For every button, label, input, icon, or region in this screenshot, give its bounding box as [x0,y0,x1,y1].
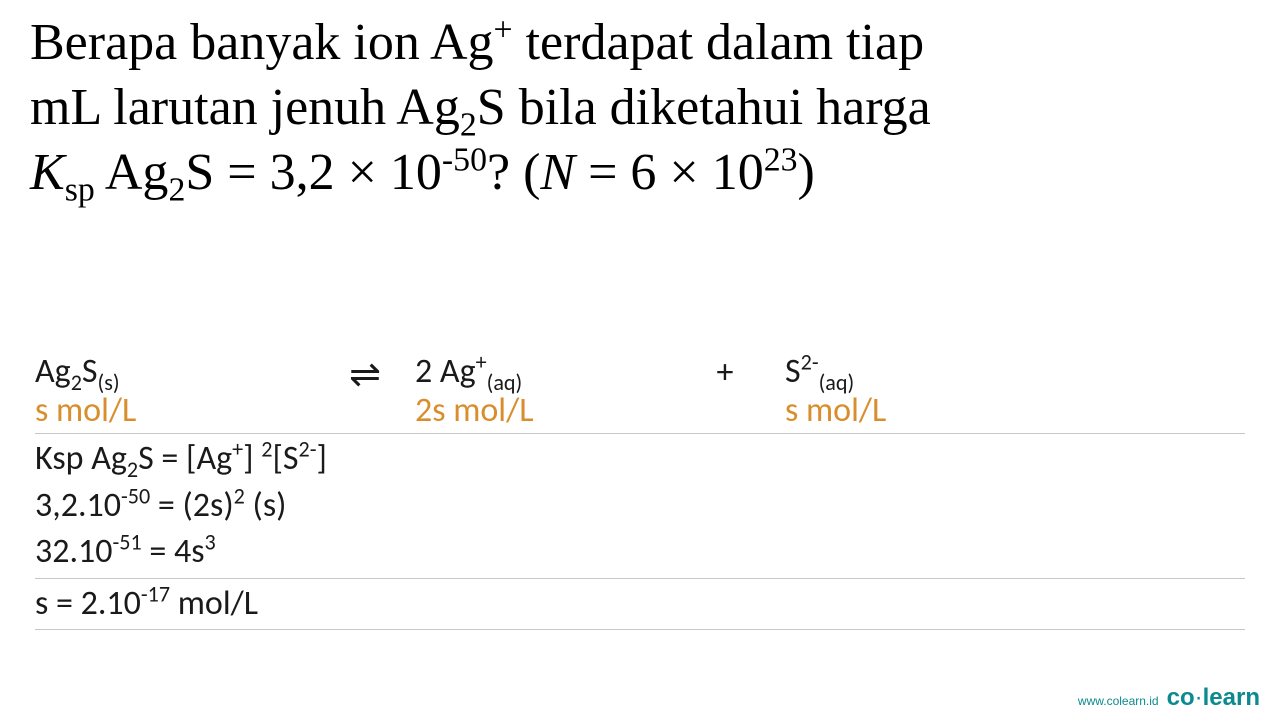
logo-learn: learn [1203,684,1260,711]
q3-n: N [540,144,575,201]
question-block: Berapa banyak ion Ag+ terdapat dalam tia… [0,0,1280,205]
ksp1-sup1: + [232,436,243,463]
ksp-line-1: Ksp Ag2S = [Ag+] 2[S2-] [35,436,327,483]
reactant-ag: Ag [35,351,71,392]
prod1-sup: + [476,349,487,376]
result-row: s = 2.10-17 mol/L [35,579,1245,631]
ksp1-end: ] [317,438,327,479]
q2-post: S bila diketahui harga [477,79,931,136]
q2-pre: mL larutan jenuh Ag [30,79,460,136]
ksp2-sup: -50 [121,482,150,509]
product2-block: S2-(aq) s mol/L [785,352,1035,430]
prod2-sup: 2- [801,349,819,376]
q3-k: K [30,144,65,201]
question-line-1: Berapa banyak ion Ag+ terdapat dalam tia… [30,10,1250,75]
q1-pre: Berapa banyak ion Ag [30,14,494,71]
q1-post: terdapat dalam tiap [513,14,924,71]
prod1-coef: 2 Ag [415,351,476,392]
arrow-glyph: ⇌ [349,354,381,396]
q3-qn: ? ( [487,144,540,201]
ksp2-mid: = (2s) [150,485,233,526]
q3-exp1: -50 [442,142,487,179]
question-line-3: Ksp Ag2S = 3,2 × 10-50? (N = 6 × 1023) [30,140,1250,205]
ksp-line-4: s = 2.10-17 mol/L [35,581,258,628]
equilibrium-arrow: ⇌ [315,352,415,398]
ksp2-pre: 3,2.10 [35,485,121,526]
ksp1-pre: Ksp Ag [35,438,127,479]
plus-sign: + [665,352,785,393]
ksp-line-3: 32.10-51 = 4s3 [35,529,327,576]
reactant-block: Ag2S(s) s mol/L [35,352,315,430]
product1-formula: 2 Ag+(aq) [415,352,665,391]
reactant-conc: s mol/L [35,391,315,430]
work-area: Ag2S(s) s mol/L ⇌ 2 Ag+(aq) 2s mol/L + S… [35,350,1245,630]
prod2-s: S [785,351,801,392]
q3-ag: Ag [95,144,169,201]
reactant-s: S [82,351,98,392]
logo-co: co [1167,684,1195,711]
ksp3-sup2: 3 [205,529,216,556]
equilibrium-row: Ag2S(s) s mol/L ⇌ 2 Ag+(aq) 2s mol/L + S… [35,350,1245,434]
q3-close: ) [798,144,815,201]
ksp-block-row: Ksp Ag2S = [Ag+] 2[S2-] 3,2.10-50 = (2s)… [35,434,1245,579]
ksp1-br: ] [243,438,261,479]
logo-dot: · [1195,684,1203,711]
product1-block: 2 Ag+(aq) 2s mol/L [415,352,665,430]
ksp2-end: (s) [245,485,287,526]
ksp1-sup2: 2 [261,436,272,463]
footer-url: www.colearn.id [1078,694,1159,708]
ksp1-sup3: 2- [299,436,317,463]
product2-conc: s mol/L [785,391,1035,430]
ksp1-s: [S [272,438,298,479]
q1-sup: + [494,12,513,49]
ksp-line-2: 3,2.10-50 = (2s)2 (s) [35,483,327,530]
ksp3-sup: -51 [113,529,142,556]
ksp4-pre: s = 2.10 [35,583,141,624]
ksp4-sup: -17 [141,580,170,607]
ksp1-sub: 2 [127,456,138,483]
q3-seq: S = 3,2 × 10 [185,144,442,201]
ksp3-mid: = 4s [142,531,205,572]
question-line-2: mL larutan jenuh Ag2S bila diketahui har… [30,75,1250,140]
footer: www.colearn.id co·learn [1078,684,1260,712]
footer-logo: co·learn [1167,684,1260,712]
product2-formula: S2-(aq) [785,352,1035,391]
q3-ag-sub: 2 [168,171,185,208]
product1-conc: 2s mol/L [415,391,665,430]
ksp4-end: mol/L [170,583,258,624]
q3-exp2: 23 [764,142,798,179]
q2-sub: 2 [460,106,477,143]
ksp3-pre: 32.10 [35,531,113,572]
reactant-formula: Ag2S(s) [35,352,315,391]
ksp-multiline: Ksp Ag2S = [Ag+] 2[S2-] 3,2.10-50 = (2s)… [35,436,327,576]
q3-sp: sp [65,171,95,208]
ksp2-sup2: 2 [234,482,245,509]
q3-eq2: = 6 × 10 [575,144,764,201]
ksp1-mid: S = [Ag [138,438,232,479]
